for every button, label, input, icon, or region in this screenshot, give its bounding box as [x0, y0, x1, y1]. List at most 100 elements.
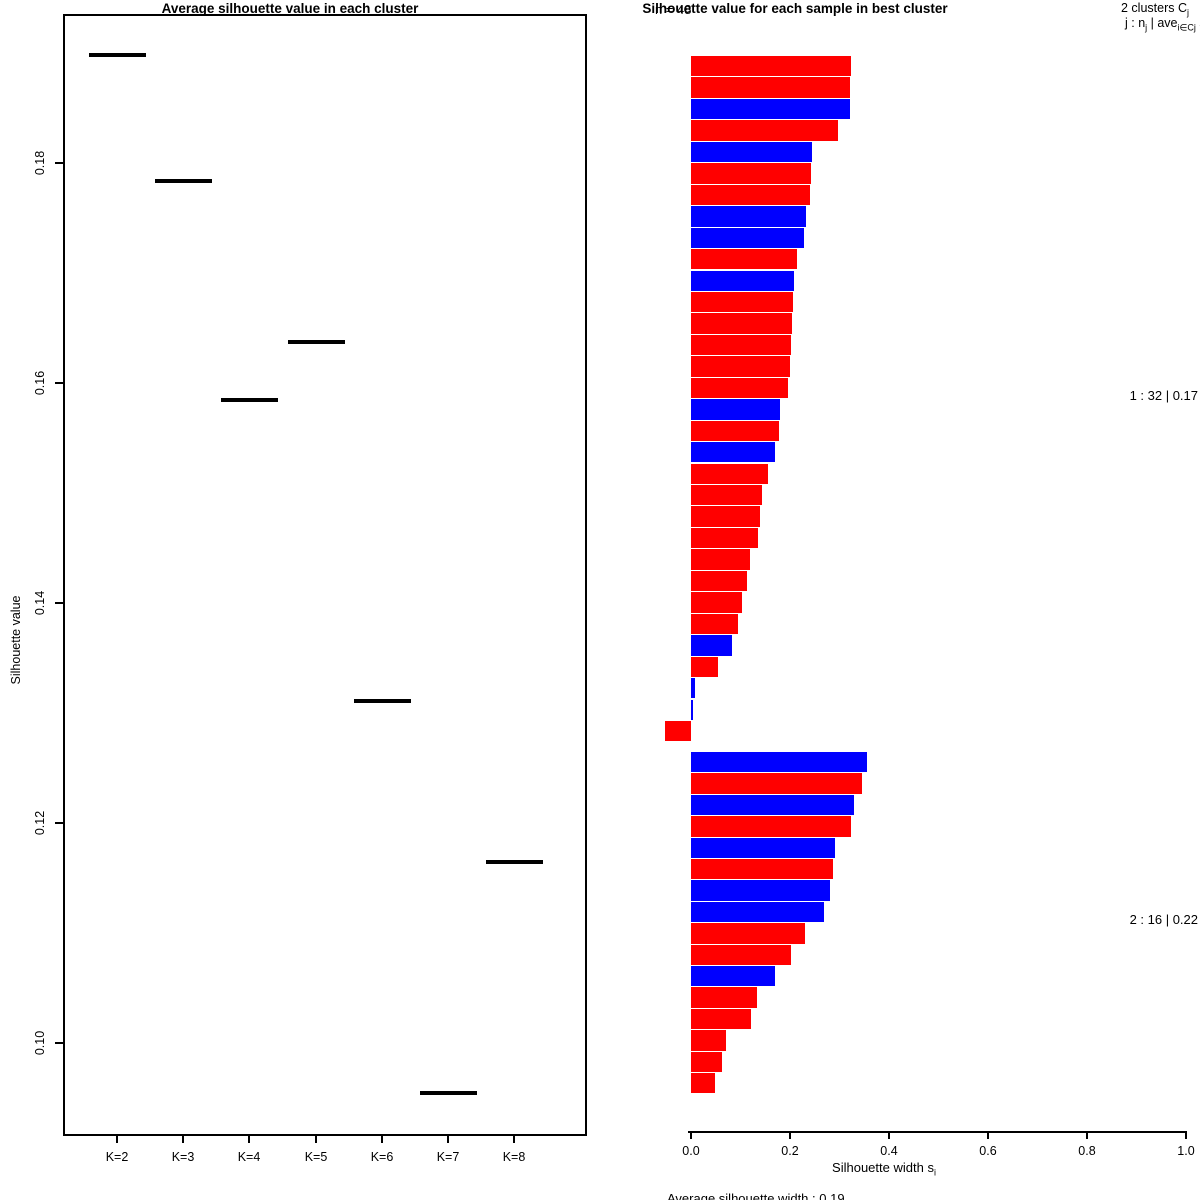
x-tick-label: K=6	[370, 1150, 394, 1164]
x-tick-mark	[789, 1131, 791, 1139]
silhouette-bar	[691, 699, 693, 720]
silhouette-bar	[691, 944, 791, 965]
xlabel-text: Silhouette width s	[832, 1160, 934, 1175]
x-tick-mark	[513, 1136, 515, 1143]
average-silhouette-segment	[89, 53, 146, 58]
cluster-count-text: 2 clusters C	[1121, 1, 1187, 15]
x-tick-mark	[447, 1136, 449, 1143]
formula-sub: j	[1145, 22, 1148, 33]
y-tick-label: 0.12	[33, 810, 47, 836]
cluster-2-annotation: 2 : 16 | 0.22	[1129, 912, 1198, 927]
silhouette-bar	[691, 773, 862, 794]
x-tick-label: K=3	[171, 1150, 195, 1164]
right-x-axis-line	[688, 1131, 1186, 1133]
silhouette-bar	[691, 635, 733, 656]
x-tick-mark	[381, 1136, 383, 1143]
formula-part: j : n	[1125, 16, 1146, 30]
silhouette-bar	[691, 1073, 715, 1094]
silhouette-bar	[691, 442, 776, 463]
silhouette-bar	[691, 485, 762, 506]
silhouette-bar	[691, 923, 805, 944]
silhouette-bar	[691, 77, 851, 98]
y-tick-mark	[55, 1042, 63, 1044]
silhouette-bar	[691, 356, 790, 377]
y-tick-mark	[55, 822, 63, 824]
silhouette-bar	[691, 56, 851, 77]
x-tick-label: K=8	[502, 1150, 526, 1164]
average-silhouette-segment	[486, 859, 543, 864]
silhouette-bar	[691, 249, 797, 270]
formula-part: | ave	[1147, 16, 1178, 30]
sample-count-label: n = 48	[655, 2, 692, 17]
silhouette-bar	[691, 506, 760, 527]
left-plot-box	[63, 14, 587, 1136]
silhouette-bar	[691, 592, 742, 613]
left-plot-title: Average silhouette value in each cluster	[161, 1, 419, 16]
xlabel-sub: i	[933, 1167, 936, 1178]
silhouette-bar	[691, 966, 776, 987]
silhouette-bar	[691, 399, 781, 420]
silhouette-bar	[691, 837, 836, 858]
x-tick-mark	[987, 1131, 989, 1139]
silhouette-bar	[691, 420, 780, 442]
x-tick-mark	[182, 1136, 184, 1143]
cluster-1-annotation: 1 : 32 | 0.17	[1129, 388, 1198, 403]
average-width-footer: Average silhouette width : 0.19	[667, 1191, 845, 1200]
x-tick-label: K=2	[105, 1150, 129, 1164]
silhouette-bar	[691, 549, 750, 570]
x-tick-mark	[315, 1136, 317, 1143]
silhouette-bar	[691, 880, 831, 901]
y-tick-mark	[55, 602, 63, 604]
silhouette-bar	[691, 120, 838, 141]
x-tick-label: 0.8	[1078, 1144, 1096, 1158]
average-silhouette-segment	[354, 698, 411, 703]
x-tick-mark	[116, 1136, 118, 1143]
average-silhouette-segment	[155, 178, 212, 183]
x-tick-label: K=4	[237, 1150, 261, 1164]
silhouette-bar	[664, 720, 691, 742]
x-tick-label: 1.0	[1177, 1144, 1195, 1158]
silhouette-bar	[691, 527, 758, 549]
silhouette-bar	[691, 163, 811, 184]
formula-sub: i∈Cj	[1177, 22, 1196, 33]
silhouette-bar	[691, 1051, 723, 1072]
silhouette-bar	[691, 816, 851, 837]
right-x-axis-label: Silhouette width si	[832, 1160, 936, 1178]
formula-part: s	[1196, 16, 1200, 30]
x-tick-mark	[1185, 1131, 1187, 1139]
silhouette-bar	[691, 206, 806, 227]
silhouette-bar	[691, 570, 747, 592]
silhouette-bar	[691, 987, 757, 1008]
silhouette-bar	[691, 613, 739, 635]
silhouette-bar	[691, 141, 812, 163]
x-tick-label: 0.4	[880, 1144, 898, 1158]
silhouette-bar	[691, 656, 719, 677]
y-tick-label: 0.14	[33, 590, 47, 616]
silhouette-bar	[691, 184, 810, 206]
y-tick-label: 0.16	[33, 370, 47, 396]
silhouette-bar	[691, 377, 789, 399]
cluster-count-header: 2 clusters Cj	[1000, 1, 1189, 18]
x-tick-label: K=5	[304, 1150, 328, 1164]
right-plot-title: Silhouette value for each sample in best…	[642, 1, 948, 16]
silhouette-bar	[691, 752, 868, 773]
silhouette-bar	[691, 1008, 751, 1030]
silhouette-bar	[691, 678, 695, 699]
x-tick-mark	[690, 1131, 692, 1139]
cluster-count-sub: j	[1187, 7, 1189, 18]
silhouette-bar	[691, 227, 804, 248]
silhouette-bar	[691, 859, 834, 880]
average-silhouette-segment	[221, 397, 278, 402]
cluster-formula-header: j : nj | avei∈Cj si	[1125, 16, 1200, 33]
y-tick-label: 0.10	[33, 1030, 47, 1056]
x-tick-mark	[1086, 1131, 1088, 1139]
left-y-axis-label: Silhouette value	[9, 595, 23, 685]
x-tick-label: 0.6	[979, 1144, 997, 1158]
x-tick-mark	[888, 1131, 890, 1139]
silhouette-bar	[691, 463, 769, 484]
x-tick-label: K=7	[436, 1150, 460, 1164]
average-silhouette-segment	[420, 1090, 477, 1095]
x-tick-label: 0.2	[781, 1144, 799, 1158]
silhouette-bar	[691, 291, 794, 313]
